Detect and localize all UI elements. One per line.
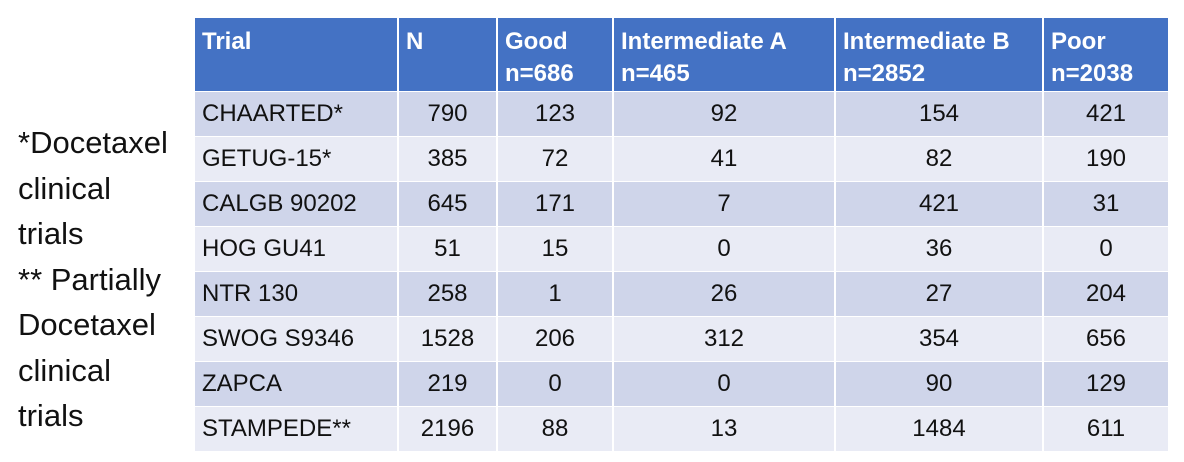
header-label: Poor xyxy=(1051,28,1106,55)
count-cell: 123 xyxy=(497,90,614,136)
count-cell: 421 xyxy=(1043,90,1168,136)
trial-name: NTR 130 xyxy=(195,270,399,316)
table-row: HOG GU41 51 15 0 36 0 xyxy=(195,225,1168,271)
header-cell: Poor n=2038 xyxy=(1043,18,1168,91)
header-label: Intermediate A xyxy=(621,28,787,55)
header-label: Intermediate B xyxy=(843,28,1010,55)
header-sub: n=686 xyxy=(505,60,574,87)
count-cell: 0 xyxy=(1043,225,1168,271)
table-row: NTR 130 258 1 26 27 204 xyxy=(195,270,1168,316)
table-row: CALGB 90202 645 171 7 421 31 xyxy=(195,180,1168,226)
table-row: SWOG S9346 1528 206 312 354 656 xyxy=(195,315,1168,361)
trial-name: CHAARTED* xyxy=(195,90,399,136)
header-cell: Trial xyxy=(195,18,399,91)
count-cell: 656 xyxy=(1043,315,1168,361)
count-cell: 1528 xyxy=(398,315,498,361)
trial-name: CALGB 90202 xyxy=(195,180,399,226)
count-cell: 15 xyxy=(497,225,614,271)
header-cell: Intermediate A n=465 xyxy=(613,18,836,91)
note-line: trials xyxy=(18,216,84,251)
trial-name: STAMPEDE** xyxy=(195,405,399,451)
table-body: CHAARTED* 790 123 92 154 421 GETUG-15* 385 72 41 8… xyxy=(195,90,1168,451)
count-cell: 219 xyxy=(398,360,498,406)
count-cell: 421 xyxy=(835,180,1044,226)
count-cell: 154 xyxy=(835,90,1044,136)
count-cell: 0 xyxy=(497,360,614,406)
count-cell: 611 xyxy=(1043,405,1168,451)
count-cell: 41 xyxy=(613,135,836,181)
header-cell: Good n=686 xyxy=(497,18,614,91)
count-cell: 36 xyxy=(835,225,1044,271)
notes: *Docetaxel clinical trials ** Partially Doce… xyxy=(18,120,168,439)
note-line: clinical xyxy=(18,352,112,388)
count-cell: 0 xyxy=(613,360,836,406)
count-cell: 190 xyxy=(1043,135,1168,181)
count-cell: 354 xyxy=(835,315,1044,361)
count-cell: 82 xyxy=(835,135,1044,181)
count-cell: 645 xyxy=(398,180,498,226)
count-cell: 51 xyxy=(398,225,498,271)
note-line: Docetaxel xyxy=(18,307,156,342)
header-sub: n=2852 xyxy=(843,60,926,87)
header-sub: n=2038 xyxy=(1051,60,1134,87)
count-cell: 385 xyxy=(398,135,498,181)
count-cell: 171 xyxy=(497,180,614,226)
note-line: trials xyxy=(18,398,84,433)
trial-name: HOG GU41 xyxy=(195,225,399,271)
table-row: STAMPEDE** 2196 88 13 1484 611 xyxy=(195,405,1168,451)
note-line: ** Partially xyxy=(18,261,161,297)
header-cell: Intermediate B n=2852 xyxy=(835,18,1044,91)
count-cell: 92 xyxy=(613,90,836,136)
count-cell: 27 xyxy=(835,270,1044,316)
note-line: *Docetaxel xyxy=(18,125,168,160)
count-cell: 206 xyxy=(497,315,614,361)
header-cell: N xyxy=(398,18,498,91)
count-cell: 31 xyxy=(1043,180,1168,226)
count-cell: 312 xyxy=(613,315,836,361)
count-cell: 790 xyxy=(398,90,498,136)
count-cell: 129 xyxy=(1043,360,1168,406)
count-cell: 90 xyxy=(835,360,1044,406)
header-label: N xyxy=(406,28,424,55)
count-cell: 1 xyxy=(497,270,614,316)
table-row: ZAPCA 219 0 0 90 129 xyxy=(195,360,1168,406)
note-line: clinical xyxy=(18,170,112,206)
count-cell: 88 xyxy=(497,405,614,451)
table-row: CHAARTED* 790 123 92 154 421 xyxy=(195,90,1168,136)
count-cell: 26 xyxy=(613,270,836,316)
header-sub: n=465 xyxy=(621,60,690,87)
count-cell: 0 xyxy=(613,225,836,271)
count-cell: 1484 xyxy=(835,405,1044,451)
trial-name: ZAPCA xyxy=(195,360,399,406)
count-cell: 7 xyxy=(613,180,836,226)
header-label: Trial xyxy=(202,28,252,55)
trial-name: SWOG S9346 xyxy=(195,315,399,361)
count-cell: 72 xyxy=(497,135,614,181)
table-row: GETUG-15* 385 72 41 82 190 xyxy=(195,135,1168,181)
count-cell: 2196 xyxy=(398,405,498,451)
count-cell: 258 xyxy=(398,270,498,316)
header-label: Good xyxy=(505,28,568,55)
count-cell: 13 xyxy=(613,405,836,451)
trial-name: GETUG-15* xyxy=(195,135,399,181)
count-cell: 204 xyxy=(1043,270,1168,316)
